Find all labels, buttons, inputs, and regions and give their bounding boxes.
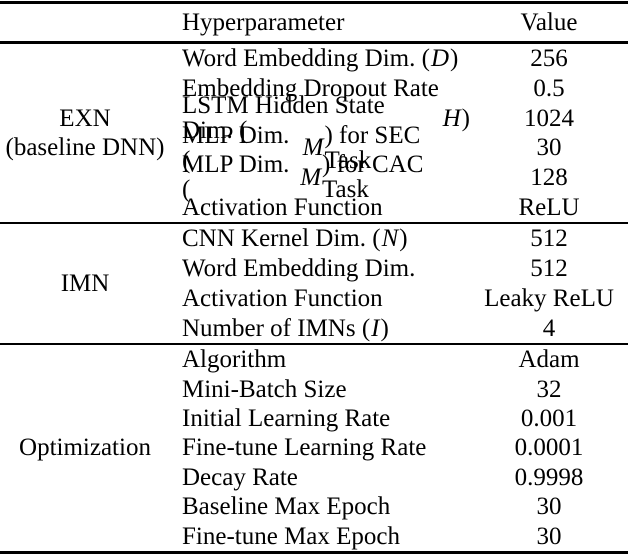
param-text: Activation Function: [182, 284, 383, 312]
param-name-cell: Algorithm: [170, 345, 470, 374]
param-value-cell: ReLU: [518, 193, 580, 221]
param-name-cell: Fine-tune Learning Rate: [170, 433, 470, 462]
param-text: Algorithm: [182, 346, 287, 374]
param-value-cell: Adam: [518, 346, 580, 374]
param-value-cell: 4: [542, 314, 556, 342]
param-name-cell: LSTM Hidden State Dim. ( H): [170, 93, 470, 143]
section-optimization: Optimization Algorithm Adam Mini-Batch S…: [0, 345, 628, 551]
top-rule: [0, 1, 628, 4]
param-value-cell: 30: [536, 493, 562, 521]
section-exn: EXN (baseline DNN) Word Embedding Dim. (…: [0, 44, 628, 222]
param-text: MLP Dim. (: [182, 121, 290, 174]
param-text: Baseline Max Epoch: [182, 493, 391, 521]
param-text-post: ): [461, 104, 470, 132]
header-value: Value: [520, 8, 578, 36]
param-value-cell: 512: [530, 225, 568, 253]
param-text: Word Embedding Dim. (: [182, 45, 430, 73]
param-name-cell: Activation Function: [170, 284, 470, 314]
param-text-post: ): [380, 314, 389, 342]
math-var: M: [302, 134, 324, 162]
header-separator-rule: [0, 41, 628, 44]
param-text-post: ): [399, 225, 408, 253]
param-text: Embedding Dropout Rate: [182, 74, 439, 102]
param-name-cell: MLP Dim. ( M) for SEC Task: [170, 123, 470, 173]
group-label-line1: IMN: [60, 270, 110, 297]
param-value-cell: 512: [530, 255, 568, 283]
param-text: MLP Dim. (: [182, 151, 290, 204]
section-imn: IMN CNN Kernel Dim. (N) 512 Word Embeddi…: [0, 224, 628, 343]
header-hyperparameter: Hyperparameter: [182, 8, 345, 36]
section-separator-rule: [0, 222, 628, 224]
param-text: Mini-Batch Size: [182, 375, 347, 403]
param-name-cell: Baseline Max Epoch: [170, 492, 470, 521]
param-name-cell: Fine-tune Max Epoch: [170, 522, 470, 551]
group-label-optimization: Optimization: [0, 345, 170, 551]
group-label-line1: EXN: [59, 104, 111, 132]
param-text: Fine-tune Max Epoch: [182, 522, 401, 550]
param-value-cell: 0.9998: [514, 463, 584, 491]
math-var: M: [300, 163, 322, 191]
math-var: H: [442, 104, 461, 132]
bottom-rule: [0, 551, 628, 554]
math-var: I: [371, 314, 380, 342]
param-text: Decay Rate: [182, 463, 298, 491]
param-value-cell: 0.0001: [514, 434, 584, 462]
param-name-cell: Activation Function: [170, 192, 470, 222]
param-text: Word Embedding Dim.: [182, 255, 416, 283]
param-name-cell: Mini-Batch Size: [170, 374, 470, 403]
param-value-cell: 1024: [524, 104, 574, 132]
param-name-cell: Embedding Dropout Rate: [170, 74, 470, 104]
param-text: Initial Learning Rate: [182, 405, 391, 433]
param-text: Activation Function: [182, 193, 383, 221]
param-text: Number of IMNs (: [182, 314, 371, 342]
param-value-cell: 0.001: [520, 405, 578, 433]
param-text-post: ) for SEC Task: [324, 121, 421, 174]
param-value-cell: 30: [536, 522, 562, 550]
group-label-exn: EXN (baseline DNN): [0, 44, 170, 222]
group-label-line2: (baseline DNN): [5, 133, 165, 161]
math-var: D: [430, 45, 450, 73]
param-name-cell: Word Embedding Dim.: [170, 254, 470, 284]
group-label-imn: IMN: [0, 224, 170, 343]
param-value-cell: 256: [530, 45, 568, 73]
math-var: N: [381, 225, 399, 253]
section-separator-rule: [0, 343, 628, 345]
param-value-cell: 0.5: [533, 74, 565, 102]
group-label-line1: Optimization: [19, 434, 151, 462]
param-text: LSTM Hidden State Dim. (: [182, 92, 385, 145]
param-value-cell: Leaky ReLU: [484, 284, 614, 312]
param-text: CNN Kernel Dim. (: [182, 225, 381, 253]
param-name-cell: Number of IMNs (I): [170, 313, 470, 343]
param-text: Fine-tune Learning Rate: [182, 434, 427, 462]
param-value-cell: 32: [536, 375, 562, 403]
param-name-cell: MLP Dim. ( M) for CAC Task: [170, 152, 470, 202]
param-text-post: ): [450, 45, 459, 73]
param-text-post: ) for CAC Task: [322, 151, 424, 204]
table-header-row: Hyperparameter Value: [0, 4, 628, 41]
param-value-cell: 128: [530, 163, 568, 191]
param-value-cell: 30: [536, 134, 562, 162]
param-name-cell: CNN Kernel Dim. (N): [170, 224, 470, 254]
param-name-cell: Word Embedding Dim. (D): [170, 44, 470, 74]
param-name-cell: Initial Learning Rate: [170, 404, 470, 433]
param-name-cell: Decay Rate: [170, 463, 470, 492]
